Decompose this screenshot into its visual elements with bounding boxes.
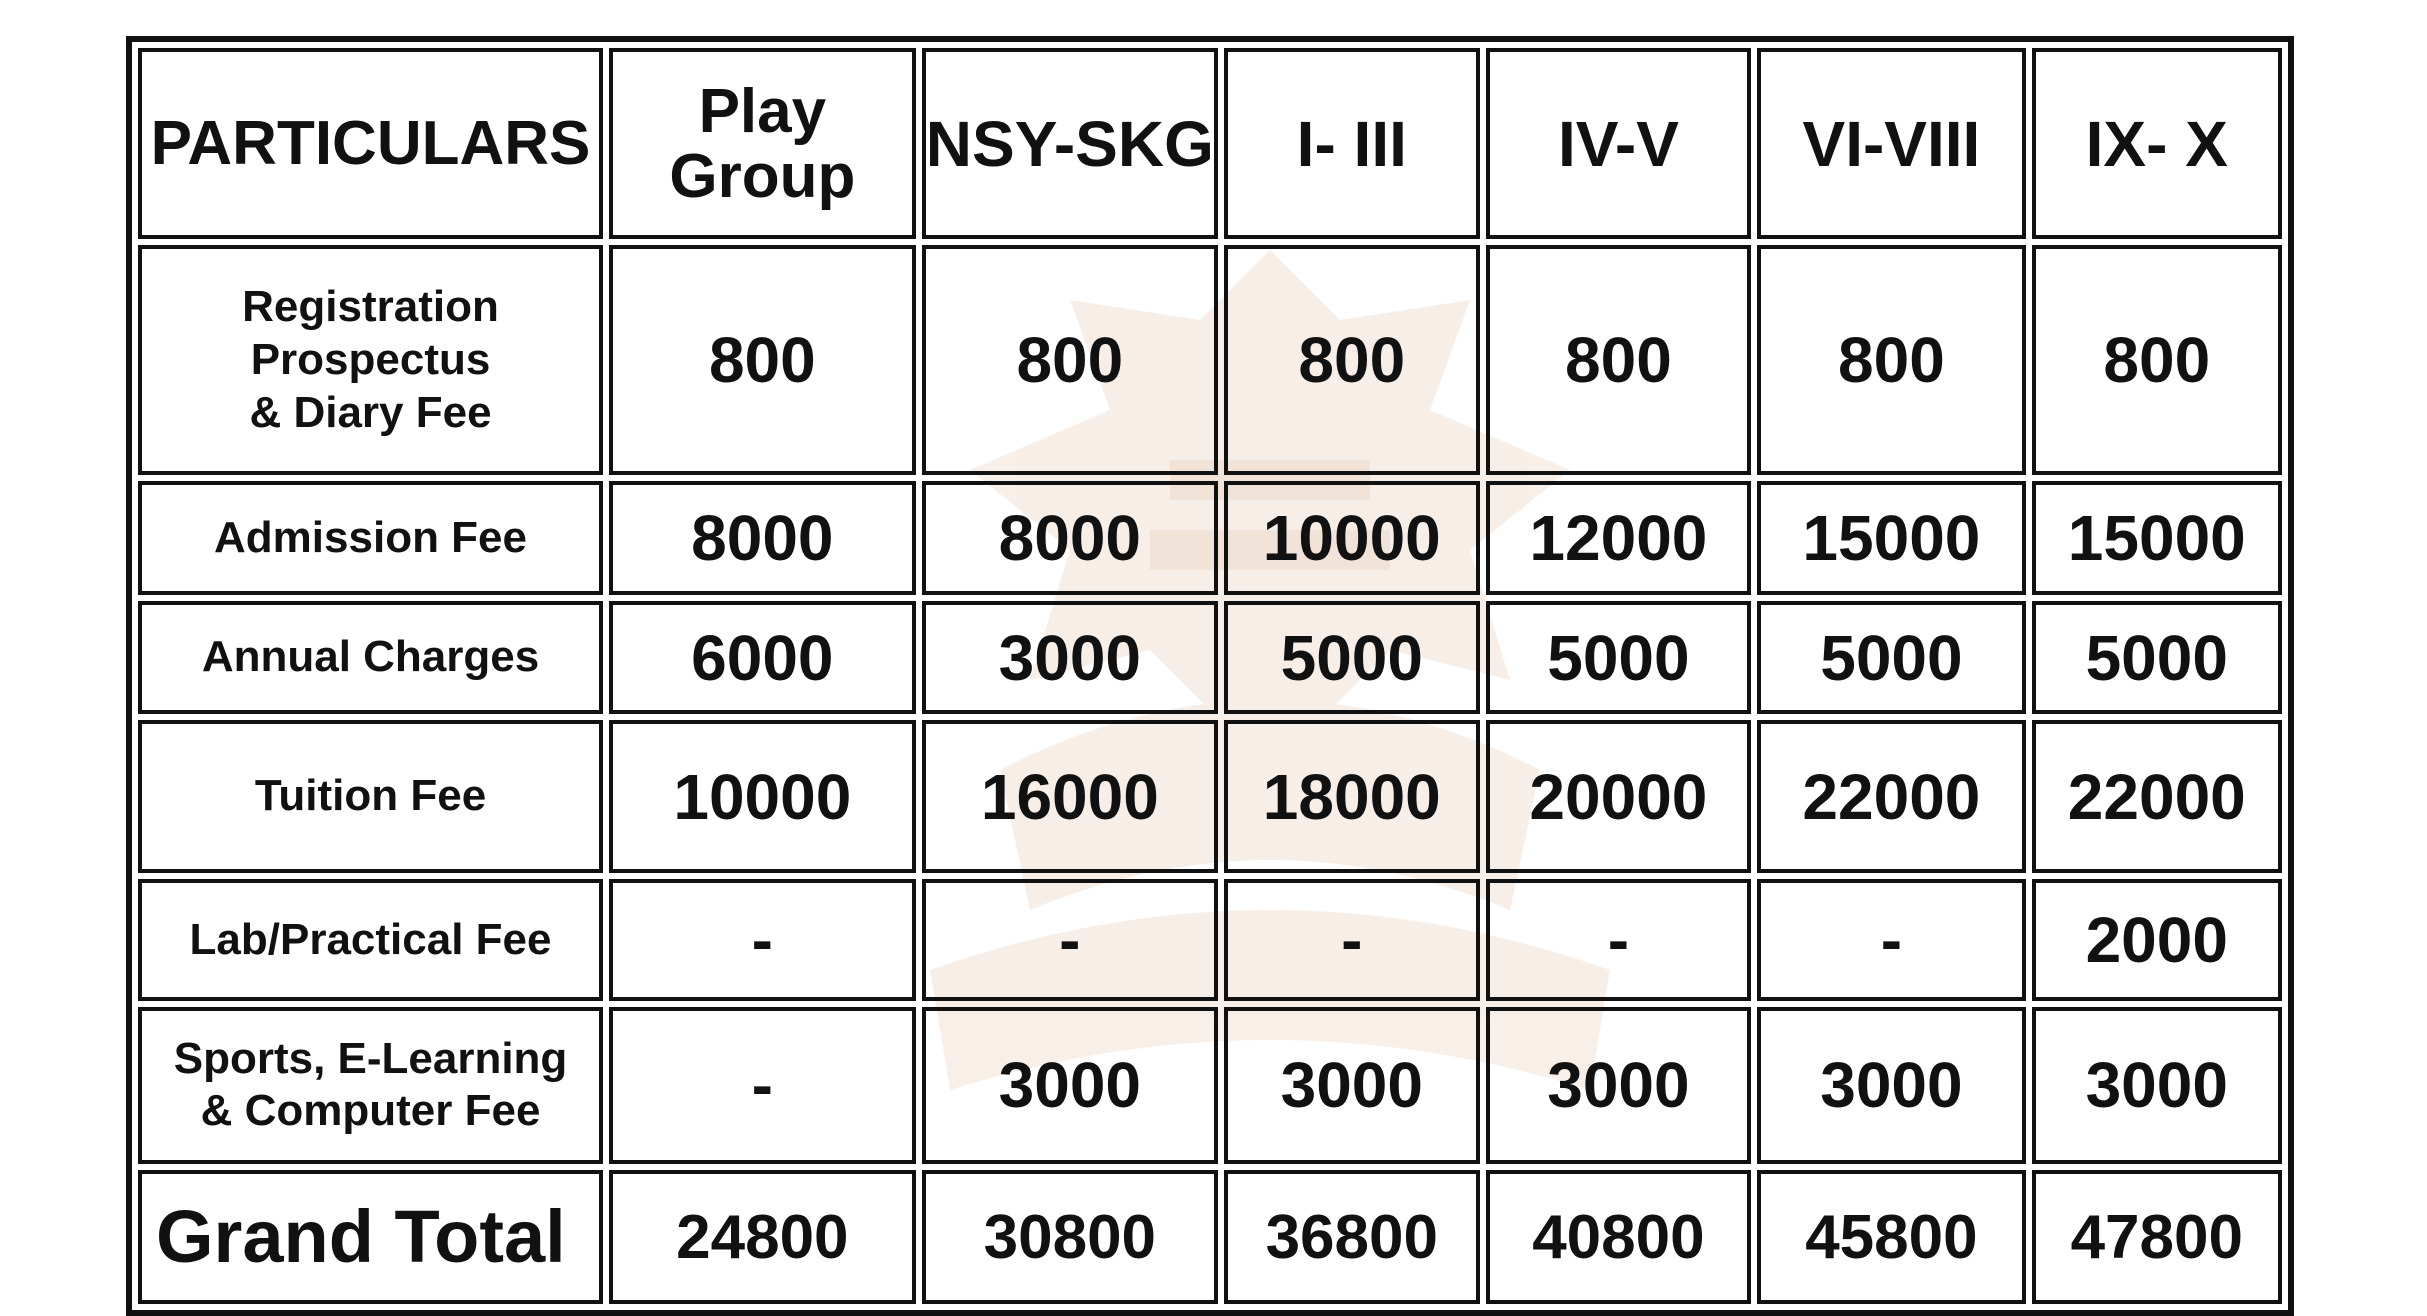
fee-cell: 18000 bbox=[1224, 720, 1480, 874]
row-label-line: Registration Prospectus bbox=[242, 282, 499, 384]
fee-cell: 3000 bbox=[1485, 1006, 1752, 1165]
table-row: Annual Charges 6000 3000 5000 5000 5000 … bbox=[138, 600, 2282, 715]
row-label-line: Tuition Fee bbox=[254, 771, 487, 821]
row-label-line: Sports, E-Learning bbox=[173, 1033, 568, 1083]
particulars-header: PARTICULARS bbox=[138, 48, 604, 240]
nsy-skg-header: NSY-SKG bbox=[921, 48, 1219, 240]
fee-cell: 3000 bbox=[921, 1006, 1219, 1165]
fee-cell: 15000 bbox=[2031, 481, 2282, 595]
fee-cell: - bbox=[921, 879, 1219, 1001]
fee-cell: 5000 bbox=[1224, 600, 1480, 715]
table-row: Registration Prospectus & Diary Fee 800 … bbox=[138, 245, 2282, 476]
fee-cell: 12000 bbox=[1485, 481, 1752, 595]
fee-cell: 5000 bbox=[1757, 600, 2026, 715]
grand-total-cell: 36800 bbox=[1224, 1170, 1480, 1304]
grand-total-cell: 24800 bbox=[609, 1170, 916, 1304]
table-row: Tuition Fee 10000 16000 18000 20000 2200… bbox=[138, 720, 2282, 874]
row-label-line: & Computer Fee bbox=[200, 1086, 541, 1136]
fee-cell: 2000 bbox=[2031, 879, 2282, 1001]
header-row: PARTICULARS Play Group NSY-SKG I- III IV… bbox=[138, 48, 2282, 240]
row-label-registration: Registration Prospectus & Diary Fee bbox=[138, 245, 604, 476]
table-row: Sports, E-Learning & Computer Fee - 3000… bbox=[138, 1006, 2282, 1165]
grand-total-cell: 40800 bbox=[1485, 1170, 1752, 1304]
fee-cell: 800 bbox=[921, 245, 1219, 476]
fee-cell: - bbox=[1757, 879, 2026, 1001]
fee-cell: 3000 bbox=[1224, 1006, 1480, 1165]
play-group-header: Play Group bbox=[609, 48, 916, 240]
fee-cell: 5000 bbox=[2031, 600, 2282, 715]
fee-cell: 20000 bbox=[1485, 720, 1752, 874]
fee-cell: 22000 bbox=[2031, 720, 2282, 874]
grand-total-row: Grand Total 24800 30800 36800 40800 4580… bbox=[138, 1170, 2282, 1304]
row-label-tuition: Tuition Fee bbox=[138, 720, 604, 874]
row-label-lab-practical: Lab/Practical Fee bbox=[138, 879, 604, 1001]
grand-total-cell: 45800 bbox=[1757, 1170, 2026, 1304]
fee-cell: 8000 bbox=[921, 481, 1219, 595]
table-row: Lab/Practical Fee - - - - - 2000 bbox=[138, 879, 2282, 1001]
fee-cell: 800 bbox=[1485, 245, 1752, 476]
fee-cell: 3000 bbox=[2031, 1006, 2282, 1165]
table-row: Admission Fee 8000 8000 10000 12000 1500… bbox=[138, 481, 2282, 595]
fee-cell: 5000 bbox=[1485, 600, 1752, 715]
row-label-line: Lab/Practical Fee bbox=[189, 914, 552, 964]
row-label-line: Admission Fee bbox=[214, 512, 527, 562]
fee-cell: - bbox=[1224, 879, 1480, 1001]
iv-v-header: IV-V bbox=[1485, 48, 1752, 240]
fee-cell: 800 bbox=[1757, 245, 2026, 476]
fee-cell: 8000 bbox=[609, 481, 916, 595]
fee-cell: 800 bbox=[1224, 245, 1480, 476]
fee-cell: 15000 bbox=[1757, 481, 2026, 595]
fee-cell: 6000 bbox=[609, 600, 916, 715]
row-label-admission: Admission Fee bbox=[138, 481, 604, 595]
fee-cell: - bbox=[609, 1006, 916, 1165]
row-label-annual-charges: Annual Charges bbox=[138, 600, 604, 715]
ix-x-header: IX- X bbox=[2031, 48, 2282, 240]
row-label-sports-elearning: Sports, E-Learning & Computer Fee bbox=[138, 1006, 604, 1165]
row-label-line: Annual Charges bbox=[201, 632, 540, 682]
grand-total-label: Grand Total bbox=[138, 1170, 604, 1304]
grand-total-cell: 47800 bbox=[2031, 1170, 2282, 1304]
fee-cell: 3000 bbox=[1757, 1006, 2026, 1165]
fee-cell: - bbox=[609, 879, 916, 1001]
i-iii-header: I- III bbox=[1224, 48, 1480, 240]
fee-cell: - bbox=[1485, 879, 1752, 1001]
play-group-header-line2: Group bbox=[669, 141, 856, 211]
row-label-line: & Diary Fee bbox=[249, 387, 492, 437]
fee-structure-table-frame: PARTICULARS Play Group NSY-SKG I- III IV… bbox=[126, 36, 2294, 1316]
fee-structure-table: PARTICULARS Play Group NSY-SKG I- III IV… bbox=[132, 42, 2288, 1310]
fee-cell: 10000 bbox=[609, 720, 916, 874]
play-group-header-line1: Play bbox=[698, 76, 827, 146]
fee-cell: 10000 bbox=[1224, 481, 1480, 595]
fee-cell: 22000 bbox=[1757, 720, 2026, 874]
vi-viii-header: VI-VIII bbox=[1757, 48, 2026, 240]
fee-cell: 800 bbox=[2031, 245, 2282, 476]
fee-cell: 3000 bbox=[921, 600, 1219, 715]
grand-total-cell: 30800 bbox=[921, 1170, 1219, 1304]
fee-cell: 16000 bbox=[921, 720, 1219, 874]
fee-cell: 800 bbox=[609, 245, 916, 476]
